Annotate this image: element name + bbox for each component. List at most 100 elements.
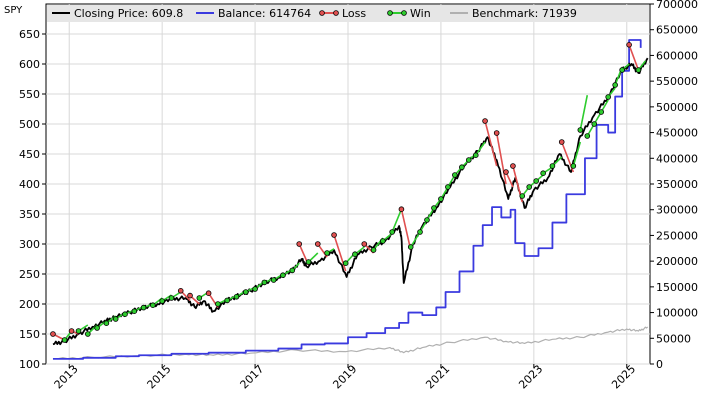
win-trade-marker [112,316,119,322]
win-trade-marker [61,337,68,343]
right-tick-label: 350000 [656,178,698,191]
right-tick-label: 200000 [656,255,698,268]
loss-trade-marker [503,169,509,175]
x-tick-label: 2015 [145,362,174,391]
right-tick-label: 400000 [656,152,698,165]
right-tick-label: 150000 [656,281,698,294]
loss-trade-marker [510,163,516,169]
corner-label: SPY [4,5,23,16]
benchmark-line [52,326,649,360]
win-trade-line [410,231,421,248]
left-axis: 100 150 200 250 300 350 400 450 500 550 600 650 [19,28,46,371]
series-lines [52,39,649,360]
left-tick-label: 550 [19,88,40,101]
left-tick-label: 600 [19,58,40,71]
x-tick-label: 2019 [330,362,359,391]
legend-label-loss: Loss [342,7,366,20]
balance-line [52,39,642,360]
right-tick-label: 250000 [656,229,698,242]
loss-trade-marker [205,290,212,297]
loss-trade-marker [558,139,565,145]
win-trade-marker [122,311,128,318]
loss-trade-marker [68,328,75,334]
win-trade-marker [370,247,377,253]
win-trade-marker [75,328,82,334]
win-trade-marker [612,82,618,88]
loss-trade-marker [50,331,56,337]
win-trade-marker [224,297,231,304]
win-trade-marker [342,260,349,267]
loss-trade-marker [177,287,184,294]
win-trade-line [579,95,589,131]
right-tick-label: 100000 [656,307,698,320]
loss-trade-marker [187,292,193,299]
win-trade-marker [445,184,451,190]
closing-price-line [52,57,649,346]
legend: Closing Price: 609.8 Balance: 614764 Loss W… [47,5,649,22]
win-trade-marker [407,244,414,250]
loss-trade-marker [314,241,321,247]
legend-label-balance: Balance: 614764 [218,7,311,20]
left-tick-label: 100 [19,358,40,371]
loss-trade-marker [482,118,488,124]
win-trade-marker [159,298,165,304]
left-tick-label: 300 [19,238,40,251]
win-trade-marker [103,320,110,327]
x-tick-label: 2017 [238,362,267,391]
left-tick-label: 150 [19,328,40,341]
win-trade-marker [270,277,277,283]
win-trade-marker [261,279,268,286]
x-tick-label: 2013 [52,362,81,391]
win-trade-marker [526,184,532,190]
x-tick-label: 2023 [516,362,545,391]
win-trade-marker [380,238,386,244]
legend-label-closing: Closing Price: 609.8 [74,7,183,20]
win-trade-marker [140,304,147,311]
right-tick-label: 600000 [656,49,698,62]
x-axis: 2013 2015 2017 2019 2021 2023 2025 [52,362,639,391]
right-tick-label: 50000 [656,332,691,345]
left-tick-label: 500 [19,118,40,131]
legend-background [47,5,649,22]
x-tick-label: 2021 [423,362,452,391]
loss-trade-line [484,120,498,167]
win-trade-marker [289,267,296,274]
win-trade-marker [577,127,584,133]
loss-trade-marker [296,241,303,247]
right-tick-label: 550000 [656,75,698,88]
win-trade-marker [635,67,642,73]
win-trade-line [572,141,582,167]
legend-marker-win [401,10,407,16]
loss-trade-marker [361,241,368,247]
win-trade-marker [389,229,395,235]
right-tick-label: 500000 [656,101,698,114]
loss-trade-marker [626,41,632,48]
left-tick-label: 400 [19,178,40,191]
win-trade-marker [94,325,100,331]
win-trade-marker [465,157,472,163]
win-trade-marker [584,133,591,139]
win-trade-marker [472,152,479,159]
win-trade-marker [452,172,458,178]
win-trade-marker [242,289,249,295]
win-trade-marker [252,286,258,292]
legend-label-benchmark: Benchmark: 71939 [472,7,577,20]
right-tick-label: 300000 [656,204,698,217]
loss-trade-marker [493,130,500,136]
loss-trade-line [628,44,640,71]
win-trade-marker [352,251,358,258]
right-tick-label: 650000 [656,24,698,37]
loss-trade-line [400,209,412,251]
loss-trade-marker [398,206,405,213]
win-trade-marker [417,229,423,235]
win-trade-marker [519,193,526,199]
win-trade-marker [598,109,605,115]
loss-trade-marker [331,232,337,238]
right-tick-label: 450000 [656,127,698,140]
legend-label-win: Win [410,7,431,20]
win-trade-marker [196,295,203,301]
right-axis: 0 50000 100000 150000 200000 250000 300000 3500… [650,0,698,371]
legend-marker-loss [333,10,339,16]
trades-layer [50,41,646,343]
